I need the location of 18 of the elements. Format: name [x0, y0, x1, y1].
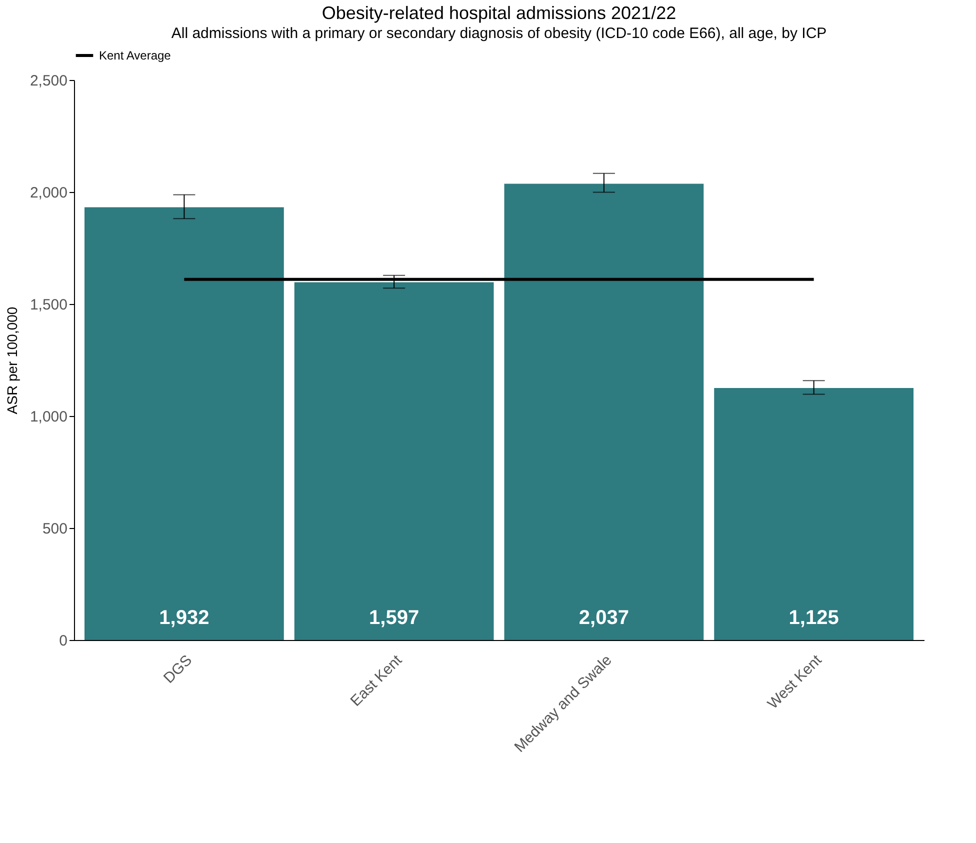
y-tick-label: 0: [59, 632, 68, 650]
y-tick-label: 2,500: [30, 72, 68, 90]
legend-label: Kent Average: [99, 48, 172, 62]
bar: [714, 388, 914, 640]
y-tick-label: 1,000: [30, 408, 68, 426]
bar: [294, 282, 494, 640]
data-label: 1,125: [788, 607, 839, 629]
y-tick-label: 2,000: [30, 184, 68, 202]
data-label: 1,932: [159, 607, 210, 629]
data-label: 1,597: [369, 607, 420, 629]
y-axis-title: ASR per 100,000: [4, 306, 20, 414]
bar: [84, 207, 284, 640]
y-tick-label: 1,500: [30, 296, 68, 314]
y-tick-label: 500: [42, 520, 68, 538]
chart-title: Obesity-related hospital admissions 2021/22: [322, 3, 676, 23]
chart-subtitle: All admissions with a primary or secondary diagnosis of obesity (ICD-10 code E66), all age, by ICP: [171, 25, 827, 42]
data-label: 2,037: [578, 607, 629, 629]
bar: [504, 184, 704, 640]
